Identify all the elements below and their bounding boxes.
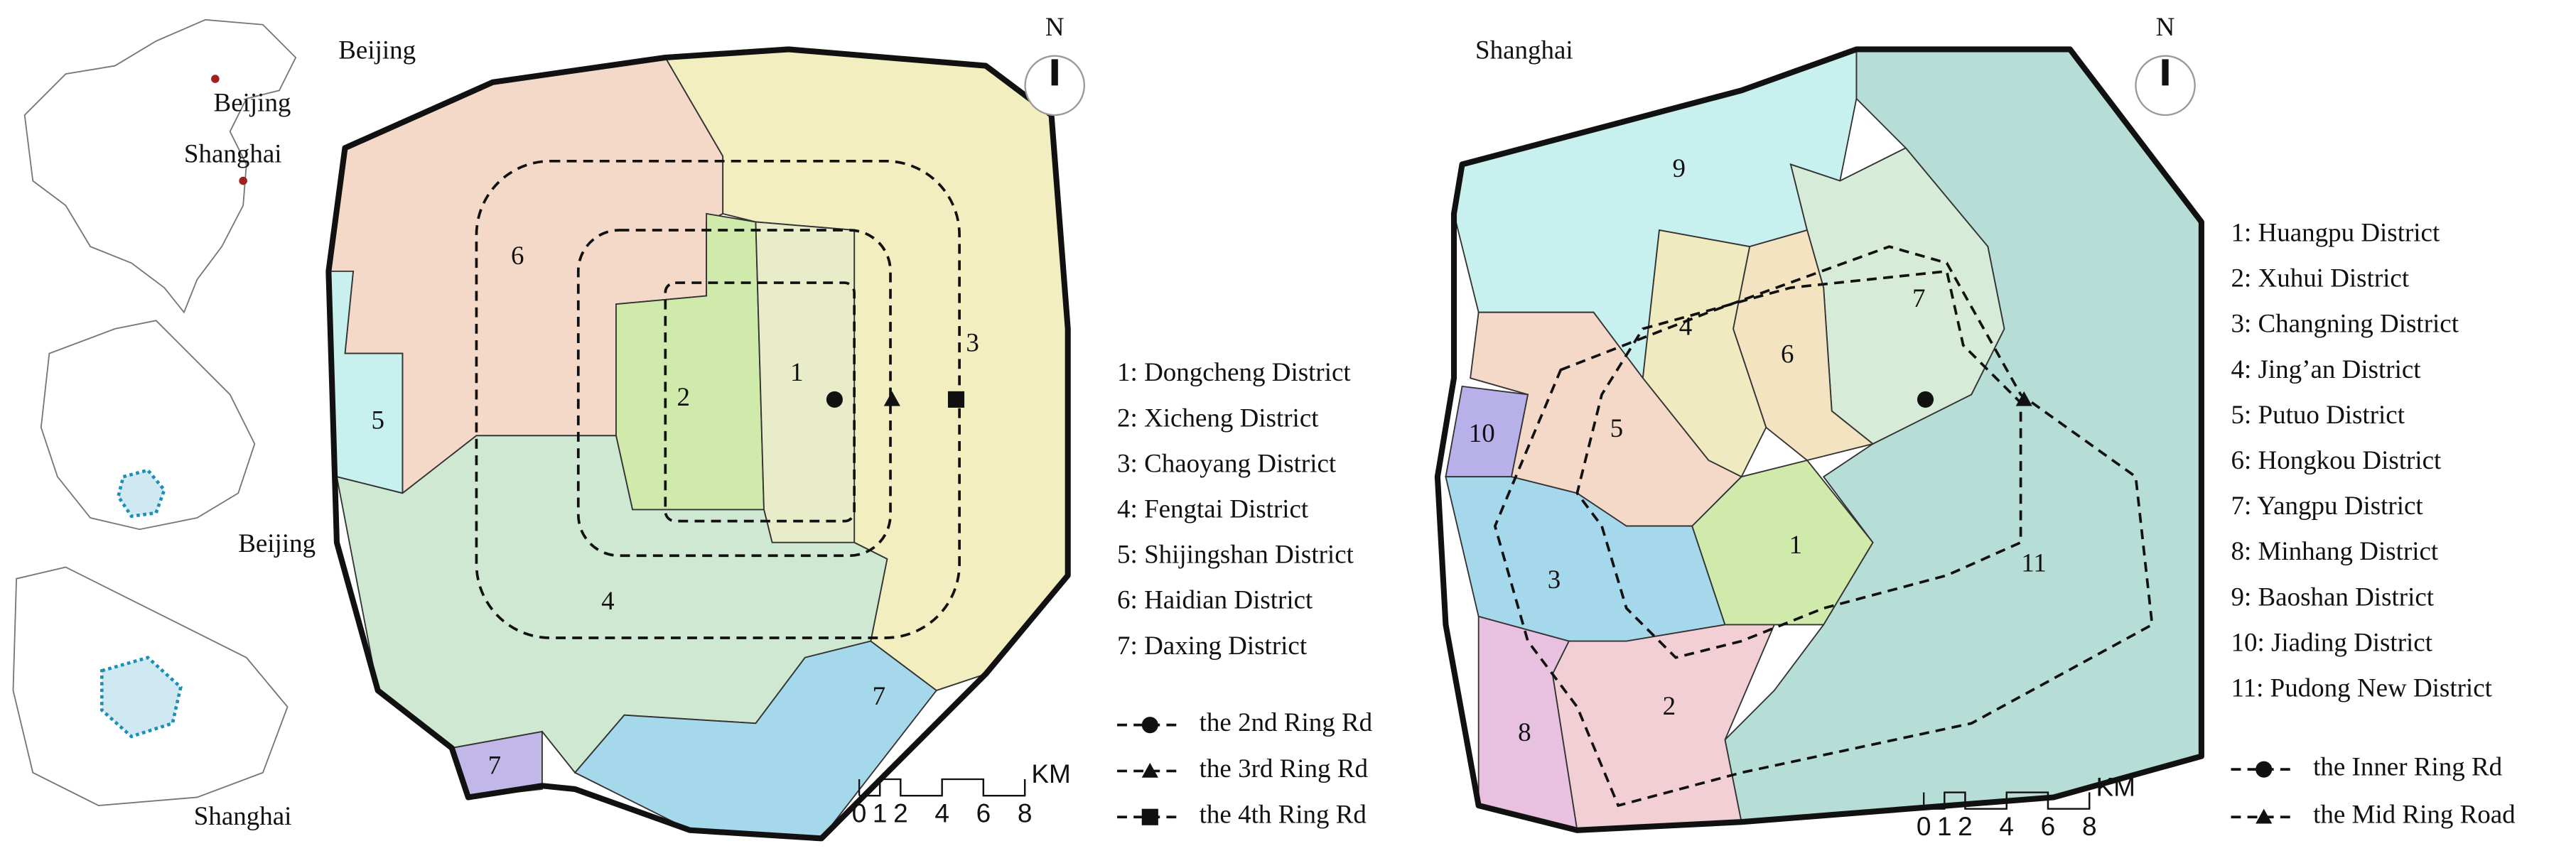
legend-entry: the Mid Ring Road xyxy=(2313,801,2516,830)
inset-caption: Beijing xyxy=(238,529,316,558)
legend-entry: 5: Putuo District xyxy=(2231,401,2405,430)
district-label: 3 xyxy=(1548,565,1561,595)
scale-label: 6 xyxy=(976,798,991,828)
ring-3rd xyxy=(576,229,892,558)
legend-entry: 6: Hongkou District xyxy=(2231,446,2442,475)
scale-unit: KM xyxy=(1031,759,1070,788)
scale-label: 8 xyxy=(1018,798,1033,828)
legend-marker xyxy=(1141,717,1158,734)
legend-entry: 1: Dongcheng District xyxy=(1117,358,1351,387)
marker-2nd xyxy=(826,391,843,408)
scale-label: 4 xyxy=(1999,811,2014,841)
shanghai-map: Shanghai 1 2 3 4 5 6 7 8 9 10 11 xyxy=(1434,36,2204,833)
north-label: N xyxy=(1045,13,1065,42)
scale-bar xyxy=(1924,791,2091,810)
legend-marker xyxy=(1141,808,1158,825)
legend-marker xyxy=(2256,761,2273,778)
legend-entry: the 3rd Ring Rd xyxy=(1200,754,1369,783)
district-dongcheng xyxy=(755,221,856,543)
scale-label: 8 xyxy=(2082,811,2097,841)
ring-2nd xyxy=(664,281,856,523)
district-label: 3 xyxy=(966,329,979,358)
city-boundary xyxy=(325,46,1071,842)
district-label: 1 xyxy=(1789,531,1802,560)
shanghai-dot xyxy=(239,176,247,185)
inset-shanghai: Shanghai xyxy=(12,566,292,831)
scale-label: 0 xyxy=(1917,811,1931,841)
beijing-map: Beijing 1 2 3 4 5 6 7 7 xyxy=(325,36,1071,842)
china-label: Beijing xyxy=(214,89,291,118)
china-label: Shanghai xyxy=(184,139,282,168)
legend-entry: 11: Pudong New District xyxy=(2231,674,2493,703)
legend-entry: the 4th Ring Rd xyxy=(1200,801,1367,830)
legend-entry: 9: Baoshan District xyxy=(2231,582,2435,612)
scale-label: 0 xyxy=(852,798,867,828)
legend-entry: 4: Fengtai District xyxy=(1117,494,1309,523)
city-boundary xyxy=(1434,46,2204,833)
legend-entry: 6: Haidian District xyxy=(1117,586,1313,615)
north-arrow xyxy=(2162,59,2169,86)
district-label: 1 xyxy=(790,358,803,387)
map-title: Beijing xyxy=(338,36,416,65)
district-label: 2 xyxy=(1663,692,1676,721)
district-label: 4 xyxy=(601,587,614,616)
legend-entry: 5: Shijingshan District xyxy=(1117,541,1354,570)
scale-label: 6 xyxy=(2041,811,2056,841)
district-label: 11 xyxy=(2021,549,2047,578)
legend-entry: 10: Jiading District xyxy=(2231,628,2433,657)
district-label: 6 xyxy=(1781,340,1794,369)
scale-label: 1 xyxy=(873,798,888,828)
district-label: 7 xyxy=(488,751,501,780)
district-label: 6 xyxy=(511,242,524,271)
legend-marker xyxy=(2256,808,2273,824)
legend-entry: 8: Minhang District xyxy=(2231,537,2439,566)
inset-china: Beijing Shanghai xyxy=(23,18,297,314)
district-huangpu xyxy=(1691,459,1874,626)
north-label: N xyxy=(2156,13,2175,42)
legend-entry: 3: Chaoyang District xyxy=(1117,449,1337,478)
inset-beijing: Beijing xyxy=(40,320,316,558)
legend-entry: 2: Xuhui District xyxy=(2231,264,2410,293)
north-arrow xyxy=(1051,59,1058,86)
legend-entry: the 2nd Ring Rd xyxy=(1200,708,1373,737)
marker-3rd xyxy=(883,391,900,406)
map-title: Shanghai xyxy=(1475,36,1573,65)
legend-entry: 4: Jing’an District xyxy=(2231,355,2422,384)
district-label: 5 xyxy=(371,406,384,435)
district-label: 4 xyxy=(1679,312,1692,341)
scale-bar xyxy=(859,778,1026,797)
ring-inner xyxy=(1575,269,2022,659)
scale-label: 2 xyxy=(1958,811,1973,841)
scale-unit: KM xyxy=(2096,772,2135,802)
ring-mid xyxy=(1493,245,2154,808)
legend-marker xyxy=(1141,762,1158,778)
legend-entry: 3: Changning District xyxy=(2231,310,2459,339)
district-minhang xyxy=(1477,615,1578,832)
district-label: 2 xyxy=(677,383,689,412)
district-label: 10 xyxy=(1469,419,1495,448)
legend-entry: the Inner Ring Rd xyxy=(2313,753,2503,782)
legend-entry: 7: Yangpu District xyxy=(2231,492,2424,521)
legend-entry: 1: Huangpu District xyxy=(2231,218,2440,247)
district-label: 7 xyxy=(1912,284,1925,313)
district-label: 9 xyxy=(1672,154,1685,183)
beijing-dot xyxy=(211,75,220,83)
district-label: 7 xyxy=(873,682,885,711)
scale-label: 1 xyxy=(1937,811,1952,841)
legend-entry: 7: Daxing District xyxy=(1117,631,1308,661)
marker-4th xyxy=(947,391,965,408)
legend-entry: 2: Xicheng District xyxy=(1117,403,1319,433)
marker-mid xyxy=(2015,391,2032,406)
district-label: 8 xyxy=(1518,718,1531,747)
district-label: 5 xyxy=(1610,414,1623,443)
scale-label: 2 xyxy=(893,798,908,828)
scale-label: 4 xyxy=(934,798,949,828)
marker-inner xyxy=(1917,391,1934,408)
inset-caption: Shanghai xyxy=(194,802,292,831)
